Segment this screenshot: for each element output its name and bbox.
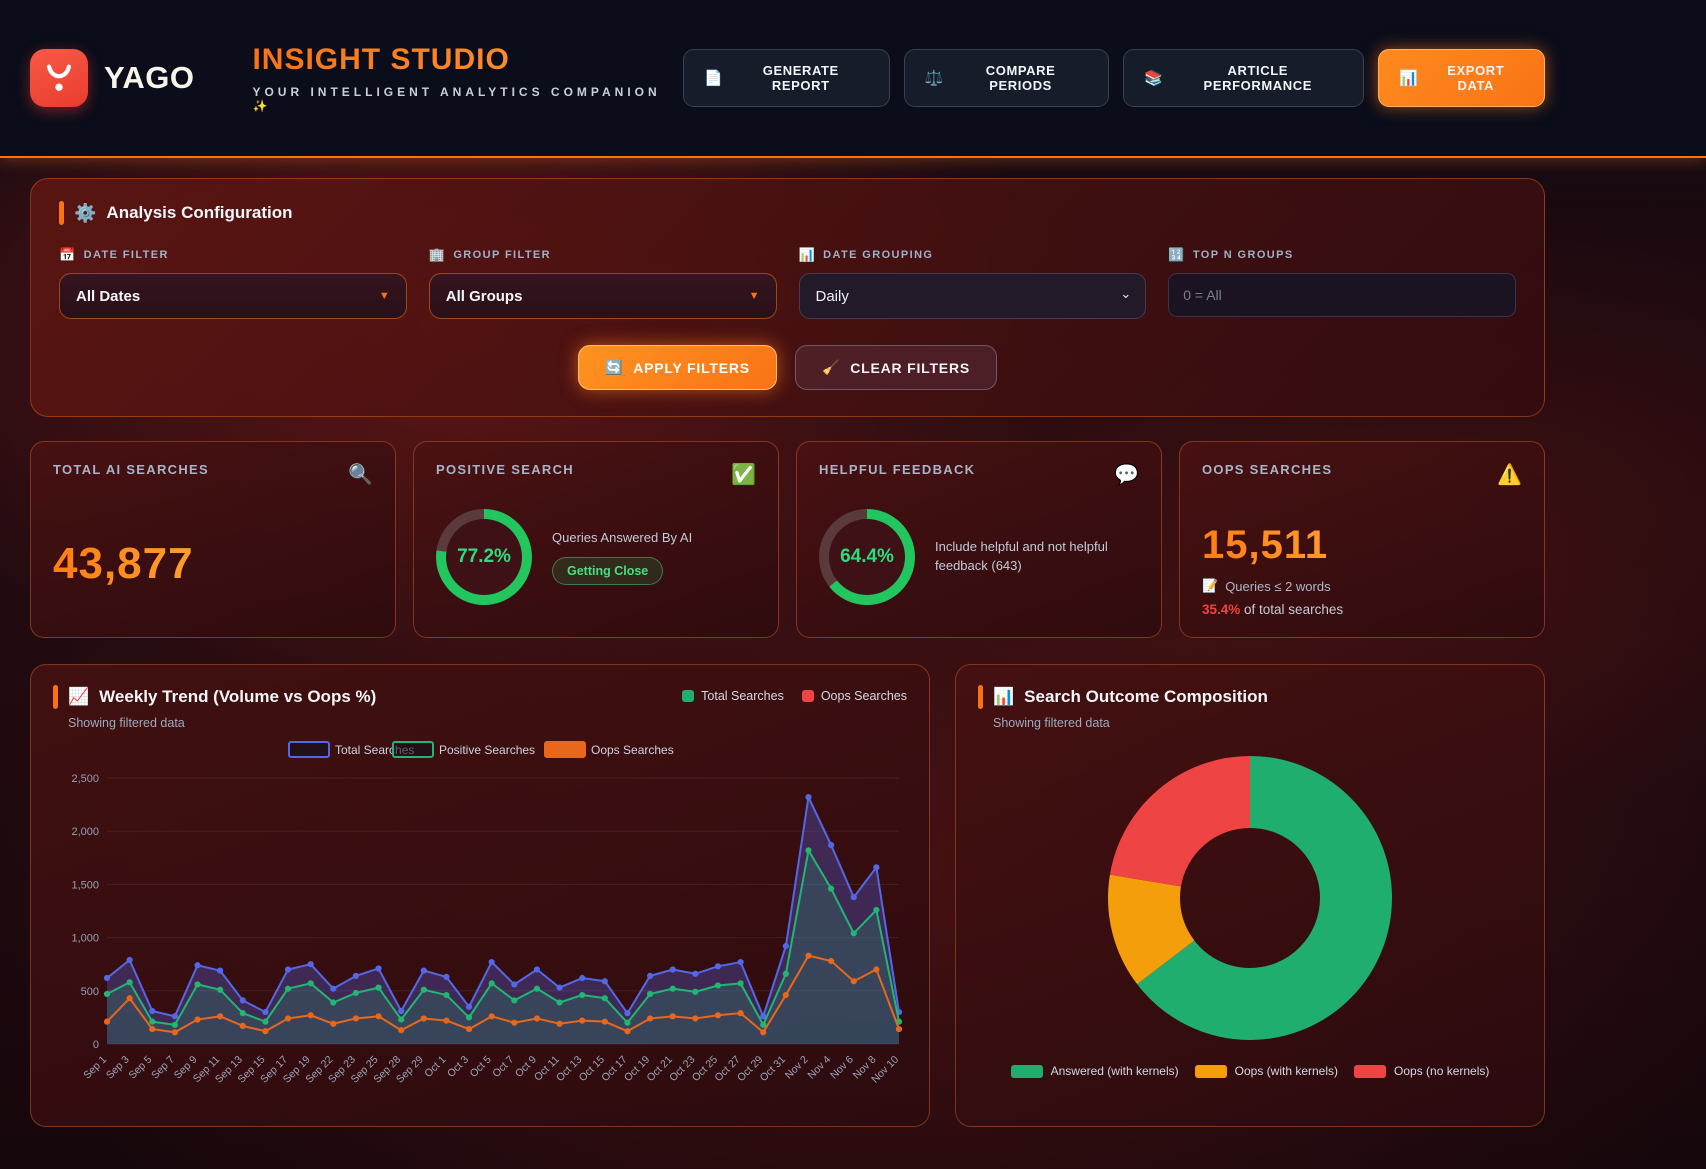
svg-text:500: 500 bbox=[81, 986, 99, 998]
donut-legend-item[interactable]: Oops (no kernels) bbox=[1354, 1064, 1489, 1078]
bar-chart-icon: 📊 bbox=[993, 687, 1014, 707]
chevron-down-icon: ▼ bbox=[749, 290, 760, 302]
page-title: INSIGHT STUDIO bbox=[252, 43, 683, 77]
brand: YAGO bbox=[30, 49, 194, 107]
helpful-feedback-card: HELPFUL FEEDBACK 💬 64.4% Include helpful… bbox=[796, 441, 1162, 638]
donut-legend-item[interactable]: Oops (with kernels) bbox=[1195, 1064, 1338, 1078]
weekly-trend-card: 📈 Weekly Trend (Volume vs Oops %) Showin… bbox=[30, 664, 930, 1127]
brand-name: YAGO bbox=[104, 60, 194, 96]
positive-search-card: POSITIVE SEARCH ✅ 77.2% Queries Answered… bbox=[413, 441, 779, 638]
search-icon: 🔍 bbox=[348, 462, 373, 487]
accent-bar bbox=[978, 685, 983, 709]
accent-bar bbox=[59, 201, 64, 225]
group-filter-group: 🏢 GROUP FILTER All Groups ▼ bbox=[429, 247, 777, 319]
header-actions: 📄 GENERATE REPORT ⚖️ COMPARE PERIODS 📚 A… bbox=[683, 49, 1545, 107]
export-data-button[interactable]: 📊 EXPORT DATA bbox=[1378, 49, 1545, 107]
svg-text:Oct 5: Oct 5 bbox=[468, 1054, 494, 1080]
date-grouping-group: 📊 DATE GROUPING Daily ⌄ bbox=[799, 247, 1147, 319]
trend-legend-item[interactable]: Oops Searches bbox=[545, 742, 674, 757]
oops-searches-card: OOPS SEARCHES ⚠️ 15,511 📝 Queries ≤ 2 wo… bbox=[1179, 441, 1545, 638]
app-header: YAGO INSIGHT STUDIO YOUR INTELLIGENT ANA… bbox=[0, 0, 1706, 158]
trend-legend-item[interactable]: Positive Searches bbox=[393, 742, 535, 757]
check-icon: ✅ bbox=[731, 462, 756, 487]
status-badge: Getting Close bbox=[552, 557, 663, 585]
legend-swatch bbox=[1011, 1065, 1043, 1078]
svg-text:Oops Searches: Oops Searches bbox=[591, 743, 674, 757]
svg-text:Oct 3: Oct 3 bbox=[445, 1054, 471, 1080]
chevron-down-icon: ▼ bbox=[379, 290, 390, 302]
donut-legend-item[interactable]: Answered (with kernels) bbox=[1011, 1064, 1179, 1078]
svg-text:2,000: 2,000 bbox=[71, 826, 99, 838]
svg-text:0: 0 bbox=[93, 1039, 99, 1051]
svg-text:Sep 3: Sep 3 bbox=[104, 1054, 132, 1082]
legend-swatch bbox=[1195, 1065, 1227, 1078]
svg-text:Oct 1: Oct 1 bbox=[422, 1054, 448, 1080]
total-ai-searches-card: TOTAL AI SEARCHES 🔍 43,877 bbox=[30, 441, 396, 638]
apply-filters-button[interactable]: 🔄 APPLY FILTERS bbox=[578, 345, 777, 390]
donut-legend: Answered (with kernels) Oops (with kernel… bbox=[978, 1064, 1522, 1078]
gear-icon: ⚙️ bbox=[74, 203, 96, 224]
analysis-configuration-panel: ⚙️ Analysis Configuration 📅 DATE FILTER … bbox=[30, 178, 1545, 417]
svg-text:Positive Searches: Positive Searches bbox=[439, 743, 535, 757]
svg-text:Oct 31: Oct 31 bbox=[758, 1054, 788, 1084]
calendar-icon: 📅 bbox=[59, 247, 77, 263]
document-icon: 📄 bbox=[704, 69, 723, 87]
refresh-icon: 🔄 bbox=[605, 359, 623, 376]
bar-chart-icon: 📊 bbox=[1399, 69, 1418, 87]
group-filter-dropdown[interactable]: All Groups ▼ bbox=[429, 273, 777, 319]
svg-text:2,500: 2,500 bbox=[71, 773, 99, 785]
panel-title: Analysis Configuration bbox=[106, 203, 292, 223]
chart-increasing-icon: 📈 bbox=[68, 687, 89, 707]
article-performance-button[interactable]: 📚 ARTICLE PERFORMANCE bbox=[1123, 49, 1364, 107]
svg-text:Nov 6: Nov 6 bbox=[828, 1054, 856, 1082]
building-icon: 🏢 bbox=[429, 247, 447, 263]
stats-row: TOTAL AI SEARCHES 🔍 43,877 POSITIVE SEAR… bbox=[30, 441, 1545, 638]
warning-icon: ⚠️ bbox=[1497, 462, 1522, 487]
books-icon: 📚 bbox=[1144, 69, 1163, 87]
oops-searches-value: 15,511 bbox=[1202, 523, 1522, 568]
positive-search-gauge: 77.2% bbox=[436, 509, 532, 605]
svg-text:Nov 4: Nov 4 bbox=[805, 1054, 833, 1082]
weekly-trend-header-legend: Total Searches Oops Searches bbox=[682, 689, 907, 703]
date-grouping-select[interactable]: Daily bbox=[799, 273, 1147, 319]
scales-icon: ⚖️ bbox=[925, 69, 944, 87]
date-filter-dropdown[interactable]: All Dates ▼ bbox=[59, 273, 407, 319]
compare-periods-button[interactable]: ⚖️ COMPARE PERIODS bbox=[904, 49, 1109, 107]
weekly-trend-title: Weekly Trend (Volume vs Oops %) bbox=[99, 687, 376, 707]
svg-text:Sep 1: Sep 1 bbox=[81, 1054, 109, 1082]
speech-balloon-icon: 💬 bbox=[1114, 462, 1139, 487]
legend-dot-total bbox=[682, 690, 694, 702]
accent-bar bbox=[53, 685, 58, 709]
search-outcome-title: Search Outcome Composition bbox=[1024, 687, 1268, 707]
broom-icon: 🧹 bbox=[822, 359, 840, 376]
svg-text:1,000: 1,000 bbox=[71, 933, 99, 945]
svg-text:Sep 7: Sep 7 bbox=[149, 1054, 177, 1082]
search-outcome-donut-chart bbox=[1100, 748, 1400, 1048]
search-outcome-card: 📊 Search Outcome Composition Showing fil… bbox=[955, 664, 1545, 1127]
numbers-icon: 🔢 bbox=[1168, 247, 1186, 263]
svg-text:Oct 7: Oct 7 bbox=[490, 1054, 516, 1080]
legend-dot-oops bbox=[802, 690, 814, 702]
yago-logo-icon bbox=[30, 49, 88, 107]
svg-text:Nov 2: Nov 2 bbox=[783, 1054, 811, 1082]
oops-percentage: 35.4% of total searches bbox=[1202, 602, 1522, 617]
helpful-feedback-gauge: 64.4% bbox=[819, 509, 915, 605]
top-n-groups-group: 🔢 TOP N GROUPS bbox=[1168, 247, 1516, 319]
svg-text:1,500: 1,500 bbox=[71, 879, 99, 891]
weekly-trend-chart: Total SearchesPositive SearchesOops Sear… bbox=[53, 736, 909, 1108]
clear-filters-button[interactable]: 🧹 CLEAR FILTERS bbox=[795, 345, 997, 390]
top-n-groups-input[interactable] bbox=[1168, 273, 1516, 317]
legend-swatch bbox=[1354, 1065, 1386, 1078]
svg-text:Sep 5: Sep 5 bbox=[126, 1054, 154, 1082]
page-subtitle: YOUR INTELLIGENT ANALYTICS COMPANION ✨ bbox=[252, 85, 683, 113]
generate-report-button[interactable]: 📄 GENERATE REPORT bbox=[683, 49, 890, 107]
memo-icon: 📝 bbox=[1202, 578, 1218, 594]
chart-icon: 📊 bbox=[799, 247, 817, 263]
total-searches-value: 43,877 bbox=[53, 539, 373, 589]
date-filter-group: 📅 DATE FILTER All Dates ▼ bbox=[59, 247, 407, 319]
